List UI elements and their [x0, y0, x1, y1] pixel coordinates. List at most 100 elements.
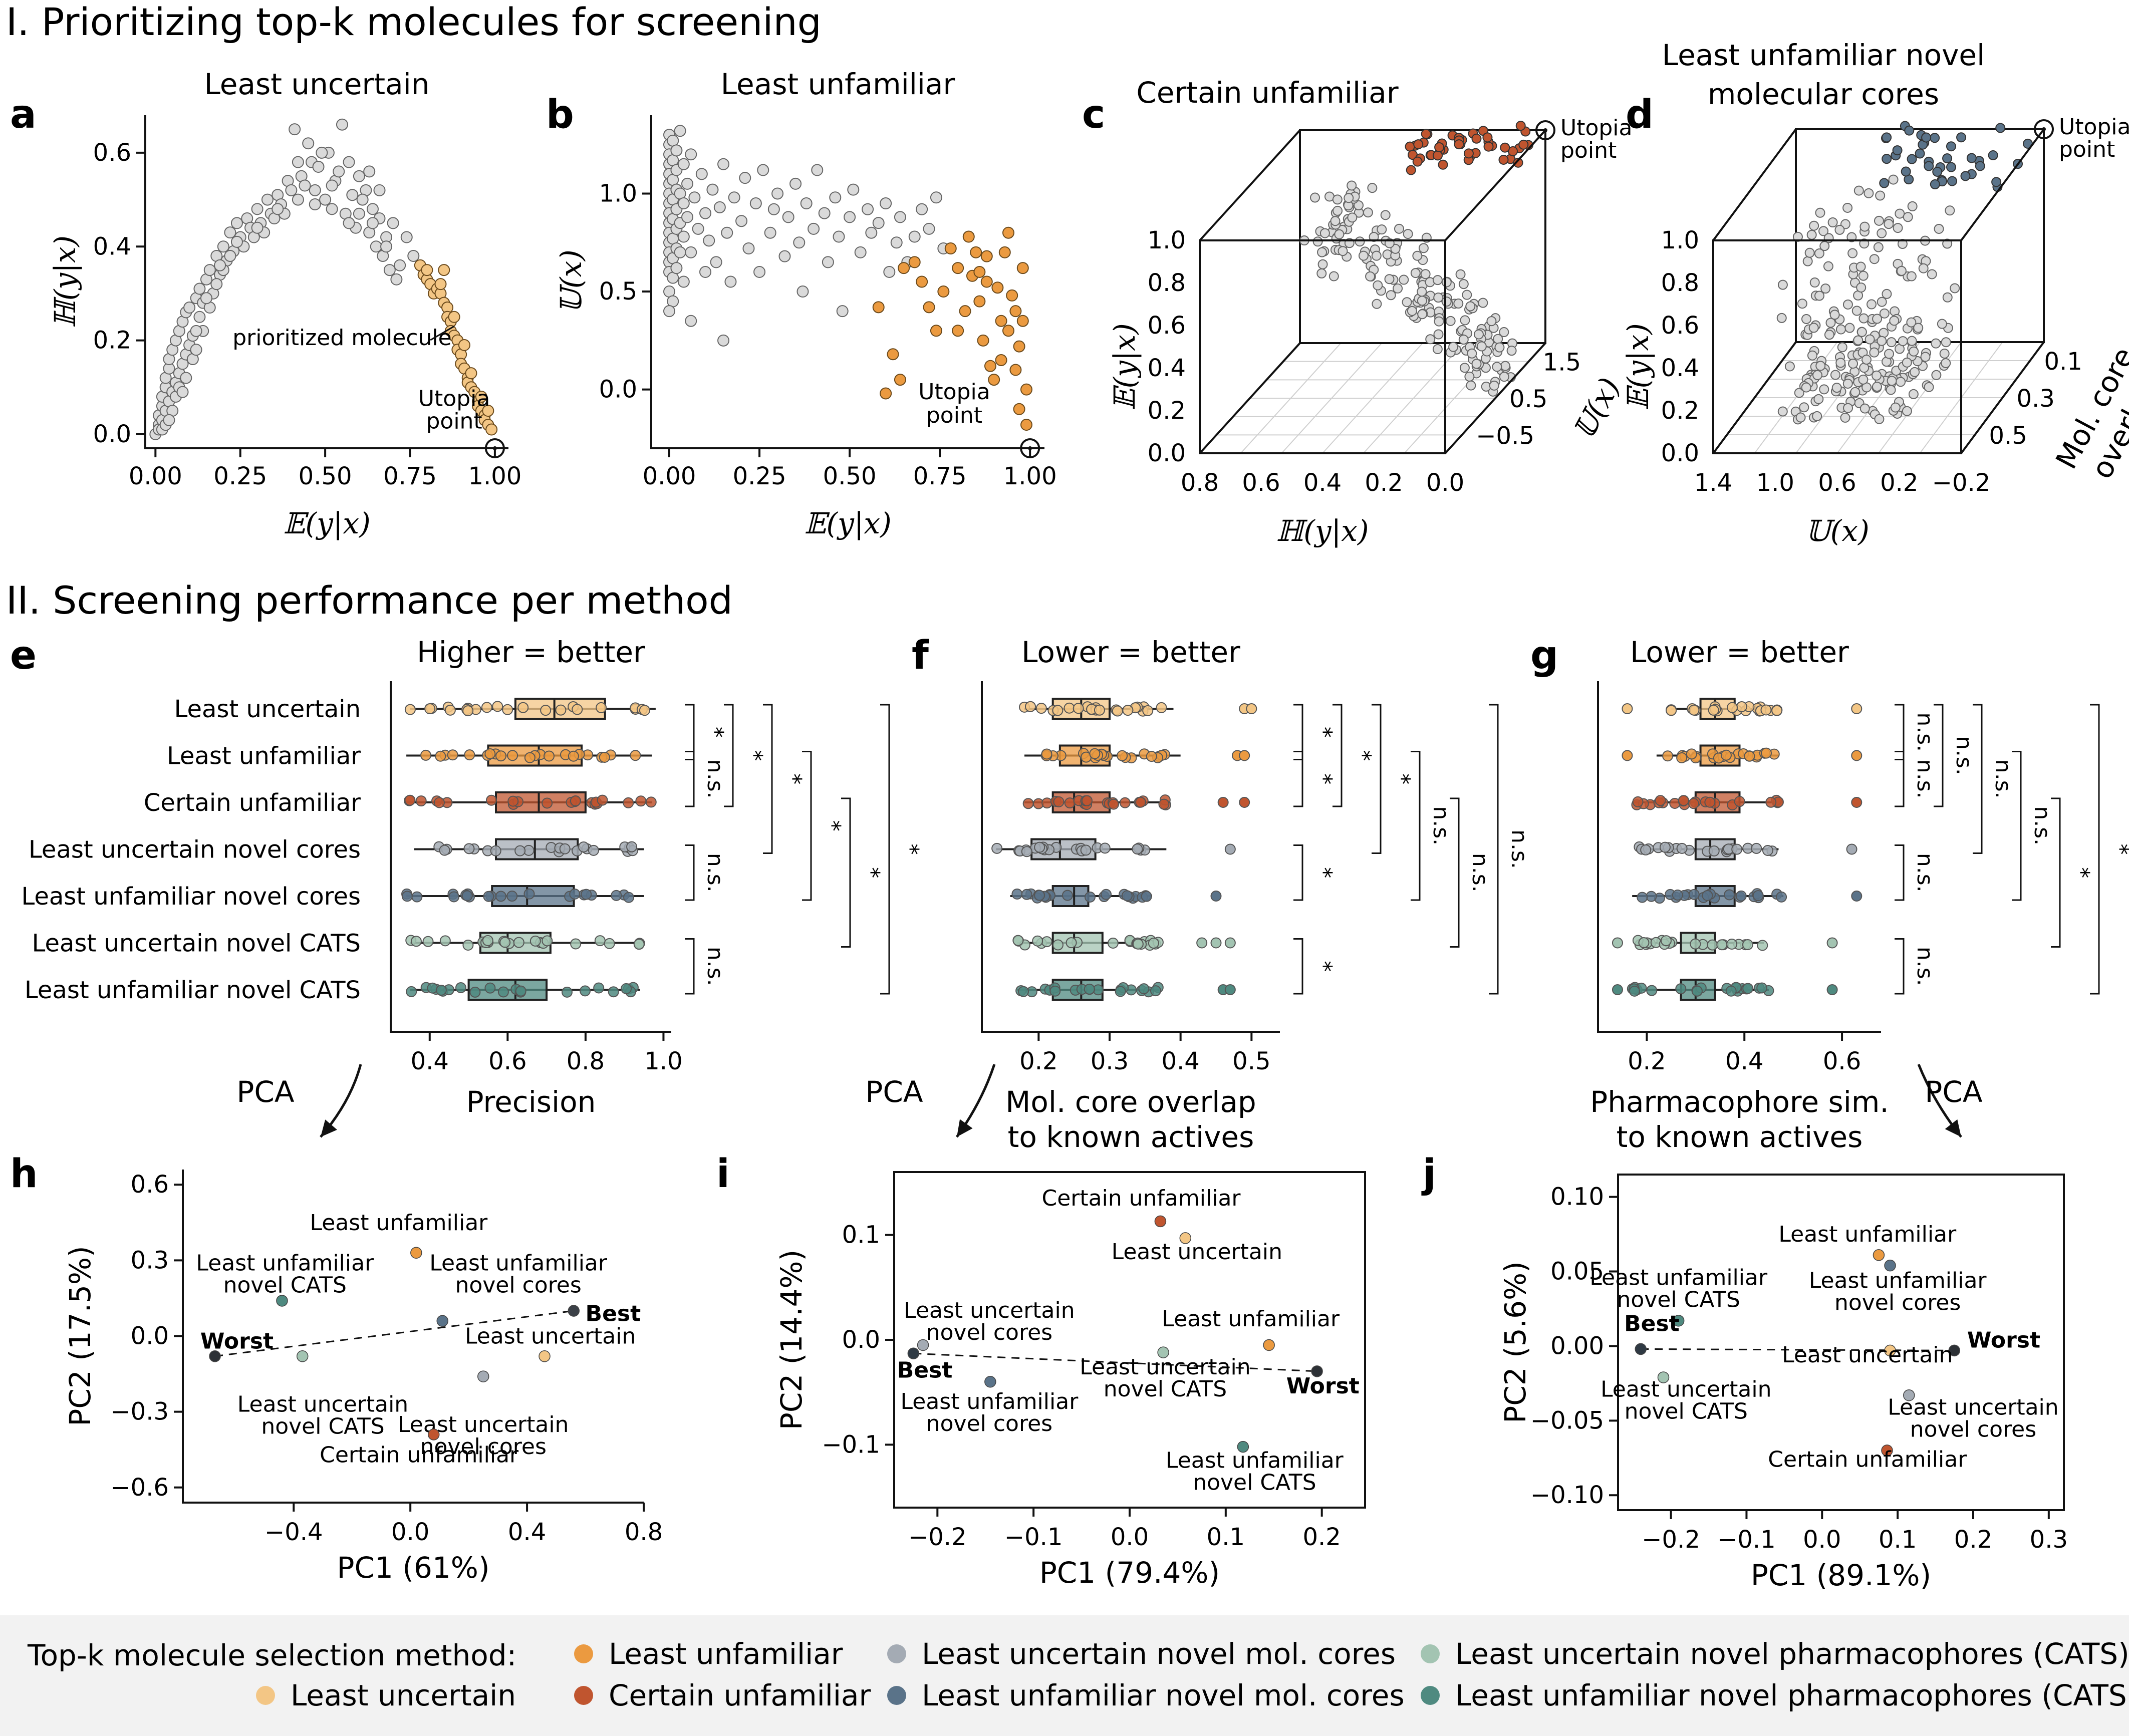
box-data-point	[1688, 704, 1700, 716]
significance-label: n.s.	[702, 947, 728, 986]
box-data-point	[435, 750, 446, 762]
utopia-marker-dot	[492, 446, 497, 450]
scatter-point	[1354, 200, 1364, 210]
highlighted-point	[1438, 159, 1448, 170]
scatter-point	[1844, 323, 1855, 333]
box-data-point	[621, 983, 632, 994]
scatter-point	[717, 158, 730, 170]
pca-point-label: Best	[897, 1357, 953, 1383]
x-tick-label: 0.25	[733, 462, 786, 490]
scatter-point	[1464, 371, 1475, 382]
box-outlier-point	[1851, 750, 1862, 761]
scatter-point	[356, 193, 369, 206]
box-data-point	[991, 842, 1003, 854]
pca-point-label-line2: novel cores	[420, 1434, 547, 1460]
highlighted-point	[1421, 129, 1431, 139]
scatter-point	[1924, 382, 1934, 392]
scatter-point	[1462, 290, 1472, 300]
scatter-point	[1897, 238, 1908, 249]
highlighted-point	[1013, 403, 1025, 415]
scatter-point	[1918, 263, 1929, 273]
pca-point	[1179, 1232, 1192, 1244]
utopia-label: Utopia	[1560, 115, 1633, 141]
box-outlier-point	[1210, 937, 1222, 949]
x-tick-label: 0.3	[1091, 1047, 1129, 1075]
scatter-point	[373, 184, 386, 196]
legend-item-label: Least unfamiliar novel pharmacophores (C…	[1455, 1678, 2129, 1712]
box-data-point	[1702, 890, 1713, 901]
box-data-point	[507, 750, 518, 761]
scatter-point	[353, 170, 365, 182]
x-tick-label: 0.6	[1823, 1047, 1861, 1075]
scatter-point	[1814, 291, 1824, 301]
significance-bracket	[685, 751, 695, 807]
pca-arrow-head	[1945, 1119, 1961, 1137]
pca-point	[1948, 1344, 1961, 1357]
scatter-point	[224, 226, 236, 239]
box-data-point	[517, 702, 529, 713]
scatter-point	[1332, 194, 1343, 205]
box-data-point	[1011, 888, 1023, 900]
box-data-point	[544, 750, 555, 762]
highlighted-point	[923, 301, 935, 314]
highlighted-point	[1947, 176, 1957, 186]
scatter-point	[292, 193, 304, 206]
scatter-point	[1850, 387, 1860, 397]
highlighted-point	[1483, 141, 1494, 152]
scatter-point	[1809, 220, 1819, 231]
y-axis-label: PC2 (17.5%)	[63, 1246, 97, 1426]
significance-bracket	[1411, 751, 1421, 901]
scatter-point	[674, 246, 686, 258]
scatter-point	[681, 177, 694, 190]
scatter-point	[692, 222, 704, 235]
y-axis-label: 𝔼(y|x)	[1621, 323, 1655, 410]
scatter-point	[829, 191, 842, 204]
box-data-point	[485, 794, 497, 806]
y-tick-label: 1.0	[1148, 226, 1186, 254]
scatter-point	[370, 240, 382, 253]
box-data-point	[611, 890, 622, 901]
scatter-point	[1840, 412, 1850, 423]
significance-bracket	[1450, 797, 1460, 948]
legend-swatch	[887, 1644, 906, 1663]
scatter-point	[1842, 202, 1853, 213]
utopia-label: Utopia	[2059, 114, 2129, 140]
scatter-point	[1799, 402, 1809, 413]
scatter-point	[1825, 318, 1836, 328]
box-data-point	[444, 704, 456, 716]
scatter-point	[1417, 296, 1427, 306]
box-data-point	[1735, 890, 1747, 902]
scatter-point	[1812, 370, 1823, 380]
pca-point-label: Least uncertain	[398, 1412, 569, 1437]
box-data-point	[404, 794, 416, 806]
box-data-point	[1089, 748, 1101, 759]
box-data-point	[1135, 796, 1147, 808]
significance-label: *	[2068, 867, 2094, 878]
x-axis-label: 𝔼(y|x)	[283, 506, 370, 540]
x-tick-label: 0.8	[567, 1047, 605, 1075]
cube-edge	[1960, 341, 2045, 454]
pca-point	[428, 1428, 440, 1440]
highlighted-point	[1006, 289, 1018, 302]
x-tick-label: 0.2	[1019, 1047, 1057, 1075]
scatter-point	[908, 230, 921, 243]
scatter-point	[894, 211, 906, 223]
box-data-point	[1012, 935, 1024, 946]
box-outlier-point	[1224, 843, 1236, 855]
scatter-point	[1815, 361, 1826, 371]
box-data-point	[570, 795, 581, 806]
significance-bracket	[2012, 751, 2022, 901]
box-data-point	[1142, 705, 1154, 716]
y-axis-label: PC2 (5.6%)	[1498, 1261, 1532, 1423]
section-header-two: II. Screening performance per method	[6, 578, 733, 623]
highlighted-point	[1515, 121, 1526, 131]
box-data-point	[594, 935, 606, 947]
significance-bracket	[841, 797, 851, 948]
scatter-point	[251, 203, 263, 215]
pca-point-label: Least uncertain	[1601, 1377, 1771, 1402]
annotation-pointer	[430, 326, 455, 341]
annotation-text: prioritized molecule	[232, 325, 452, 351]
scatter-point	[1834, 224, 1845, 235]
y-tick-label: 0.00	[1550, 1332, 1604, 1360]
